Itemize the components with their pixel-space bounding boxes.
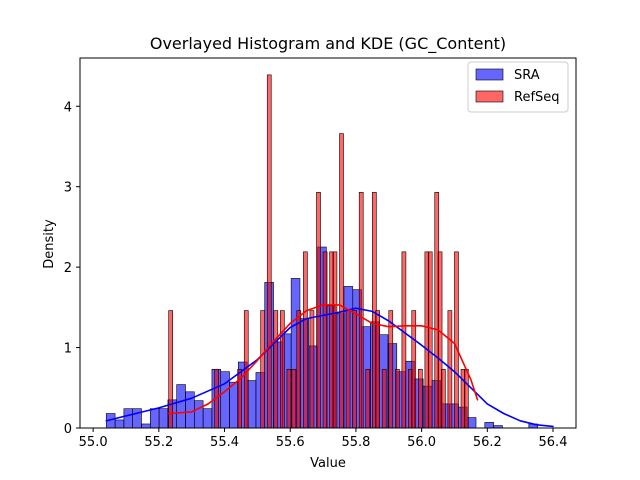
sra-bar [202,408,213,429]
refseq-bar [411,310,417,429]
y-tick-label: 0 [64,422,72,437]
refseq-bar [464,368,469,429]
axes-frame [79,57,577,429]
refseq-bar [427,251,433,429]
refseq-bar [345,310,351,429]
sra-bar [114,419,125,429]
sra-bar [194,400,204,429]
refseq-bar [454,251,459,429]
refseq-bar [273,310,279,429]
x-tick-label: 56.2 [473,435,502,450]
refseq-bar [296,310,302,429]
refseq-kde-line [167,304,479,415]
sra-bar [484,422,494,429]
y-axis-label: Density [42,219,57,269]
sra-bar [149,408,160,429]
sra-bar [176,384,186,429]
refseq-bar [365,368,371,429]
refseq-bar [332,251,338,429]
legend: SRA RefSeq [467,61,569,113]
refseq-bar [168,310,173,429]
sra-bar [229,381,239,429]
x-tick-label: 55.6 [276,435,305,450]
y-tick-label: 2 [64,261,72,276]
x-tick-label: 55.8 [341,435,370,450]
sra-bar [158,408,169,429]
legend-label-refseq: RefSeq [514,90,560,105]
refseq-bar [339,133,344,429]
x-tick-label: 56.0 [407,435,436,450]
refseq-bar [303,251,308,429]
refseq-bar [309,310,315,429]
refseq-bar [316,192,321,429]
x-tick-label: 55.0 [79,435,108,450]
refseq-bar [375,310,380,429]
y-tick-label: 4 [64,100,72,115]
sra-bar [141,423,151,429]
refseq-bar [441,368,446,429]
refseq-bar [291,368,297,429]
refseq-bar [381,368,387,429]
legend-label-sra: SRA [514,68,540,83]
refseq-bar [352,310,357,429]
refseq-bar [418,368,423,429]
y-tick-label: 3 [64,181,72,196]
refseq-bar [260,310,265,429]
refseq-bar [395,368,400,429]
legend-swatch-refseq [475,90,504,103]
y-tick-label: 1 [64,342,72,357]
refseq-bar [286,368,292,429]
refseq-bar [388,310,394,429]
refseq-bar [401,251,407,429]
x-tick-label: 55.2 [144,435,173,450]
x-tick-label: 55.4 [210,435,239,450]
sra-kde-line [105,307,554,428]
sra-bar [132,408,142,429]
refseq-bar [322,251,328,429]
sra-bar [123,408,133,429]
axes: 55.0 55.2 55.4 55.6 55.8 56.0 56.2 56.4 0 1 2 3 4 [64,57,577,450]
legend-swatch-sra [475,68,504,81]
refseq-bar [280,310,285,429]
chart-title: Overlayed Histogram and KDE (GC_Content) [150,34,506,54]
refseq-bar [266,74,272,429]
plot-area [105,74,554,429]
x-axis-label: Value [310,456,346,471]
x-tick-label: 56.4 [539,435,568,450]
